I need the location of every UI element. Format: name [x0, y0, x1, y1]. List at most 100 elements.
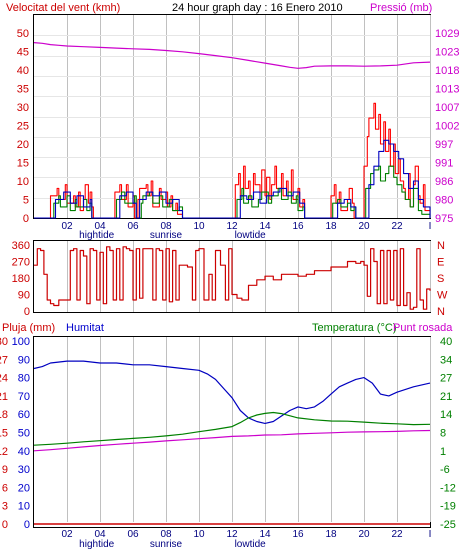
climate-annotation-0: hightide — [79, 539, 114, 550]
wind-xtick-7: 16 — [292, 221, 304, 232]
humidity-axis-title: Humitat — [66, 322, 104, 334]
rain-ytick-10: 30 — [0, 336, 8, 348]
climate-xtick-6: 14 — [259, 529, 271, 540]
wind-xtick-1: 04 — [94, 221, 106, 232]
wind-annotation-0: hightide — [79, 230, 114, 241]
rain-ytick-9: 27 — [0, 354, 8, 366]
temperature-ytick-1: -19 — [440, 501, 456, 513]
compass-ytick-0: N — [437, 306, 445, 318]
humidity-ytick-6: 60 — [18, 409, 30, 421]
pressure-ytick-9: 1023 — [435, 47, 459, 59]
climate-xtick-3: 08 — [160, 529, 172, 540]
wind-annotation-2: lowtide — [235, 230, 267, 241]
pressure-ytick-3: 991 — [435, 158, 453, 170]
wind-ytick-5: 25 — [17, 121, 29, 133]
series-wind-gust-line — [34, 102, 430, 219]
climate-xtick-4: 10 — [193, 529, 205, 540]
humidity-ytick-9: 90 — [18, 354, 30, 366]
humidity-ytick-10: 100 — [12, 336, 30, 348]
series-temperatura-line — [33, 411, 431, 446]
rain-ytick-0: 0 — [2, 519, 8, 531]
pressure-ytick-8: 1018 — [435, 65, 459, 77]
pressure-ytick-1: 980 — [435, 195, 453, 207]
humidity-ytick-5: 50 — [18, 428, 30, 440]
temperature-ytick-8: 27 — [440, 373, 452, 385]
pressure-axis-title: Pressió (mb) — [370, 2, 432, 14]
rain-axis-title: Pluja (mm) — [2, 322, 55, 334]
humidity-ytick-0: 0 — [24, 519, 30, 531]
pressure-ytick-4: 997 — [435, 139, 453, 151]
wind-ytick-8: 40 — [17, 65, 29, 77]
direction-ytick-3: 270 — [12, 257, 30, 269]
wind-xtick-10: 22 — [391, 221, 403, 232]
wind-xtick-5: 12 — [226, 221, 238, 232]
wind-ytick-10: 50 — [17, 28, 29, 40]
wind-ytick-0: 0 — [23, 213, 29, 225]
dew-point-axis-title: Punt rosada — [393, 322, 453, 334]
rain-ytick-7: 21 — [0, 391, 8, 403]
wind-ytick-9: 45 — [17, 47, 29, 59]
wind-ytick-7: 35 — [17, 84, 29, 96]
climate-annotation-2: lowtide — [235, 539, 267, 550]
temperature-ytick-9: 34 — [440, 354, 452, 366]
temperature-ytick-3: -6 — [440, 464, 450, 476]
rain-ytick-3: 9 — [2, 464, 8, 476]
series-punt-rosada-line — [33, 429, 431, 452]
climate-annotation-1: sunrise — [150, 539, 183, 550]
direction-ytick-1: 90 — [18, 290, 30, 302]
compass-ytick-2: S — [437, 273, 444, 285]
rain-ytick-2: 6 — [2, 482, 8, 494]
rain-ytick-6: 18 — [0, 409, 8, 421]
climate-xtick-1: 04 — [94, 529, 106, 540]
climate-xtick-11: I — [429, 529, 432, 540]
humidity-ytick-1: 10 — [18, 501, 30, 513]
wind-ytick-6: 30 — [17, 102, 29, 114]
compass-ytick-4: N — [437, 240, 445, 252]
pressure-ytick-10: 1029 — [435, 28, 459, 40]
compass-ytick-1: W — [437, 290, 448, 302]
wind-annotation-1: sunrise — [150, 230, 183, 241]
wind-xtick-8: 18 — [325, 221, 337, 232]
temperature-ytick-2: -12 — [440, 482, 456, 494]
temperature-ytick-0: -25 — [440, 519, 456, 531]
temperature-ytick-5: 8 — [440, 428, 446, 440]
pressure-ytick-0: 975 — [435, 213, 453, 225]
compass-ytick-3: E — [437, 257, 444, 269]
temperature-ytick-7: 21 — [440, 391, 452, 403]
humidity-ytick-3: 30 — [18, 464, 30, 476]
temperature-ytick-6: 14 — [440, 409, 452, 421]
humidity-ytick-7: 70 — [18, 391, 30, 403]
chart-title: 24 hour graph day : 16 Enero 2010 — [172, 2, 343, 14]
climate-xtick-5: 12 — [226, 529, 238, 540]
humidity-ytick-8: 80 — [18, 373, 30, 385]
rain-ytick-5: 15 — [0, 428, 8, 440]
temperature-ytick-10: 40 — [440, 336, 452, 348]
climate-xtick-0: 02 — [61, 529, 73, 540]
pressure-ytick-2: 986 — [435, 176, 453, 188]
wind-ytick-4: 20 — [17, 139, 29, 151]
series-direction-line — [34, 246, 431, 310]
temperature-axis-title: Temperatura (°C) — [312, 322, 396, 334]
climate-xtick-2: 06 — [127, 529, 139, 540]
direction-ytick-4: 360 — [12, 240, 30, 252]
climate-xtick-9: 20 — [358, 529, 370, 540]
wind-ytick-3: 15 — [17, 158, 29, 170]
wind-ytick-1: 5 — [23, 195, 29, 207]
humidity-ytick-4: 40 — [18, 446, 30, 458]
wind-xtick-0: 02 — [61, 221, 73, 232]
data-series — [33, 42, 431, 525]
humidity-ytick-2: 20 — [18, 482, 30, 494]
direction-ytick-0: 0 — [24, 306, 30, 318]
series-wind-avg2-line — [34, 139, 431, 219]
temperature-ytick-4: 1 — [440, 446, 446, 458]
climate-xtick-10: 22 — [391, 529, 403, 540]
series-humitat-line — [33, 360, 431, 424]
climate-xtick-8: 18 — [325, 529, 337, 540]
series-pressure-line — [33, 42, 431, 69]
wind-xtick-11: I — [429, 221, 432, 232]
wind-xtick-3: 08 — [160, 221, 172, 232]
wind-xtick-4: 10 — [193, 221, 205, 232]
rain-ytick-4: 12 — [0, 446, 8, 458]
